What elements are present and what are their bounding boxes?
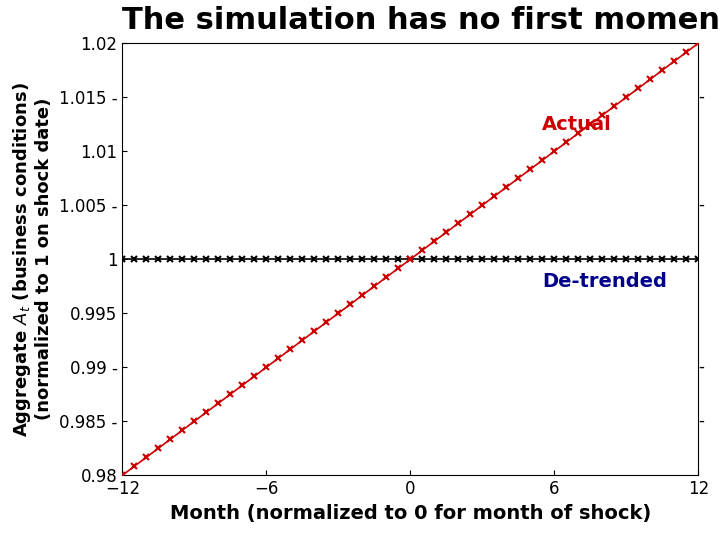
Text: The simulation has no first moment shock: The simulation has no first moment shock: [122, 6, 720, 35]
Text: -: -: [698, 196, 704, 214]
X-axis label: Month (normalized to 0 for month of shock): Month (normalized to 0 for month of shoc…: [170, 504, 651, 523]
Text: -: -: [698, 412, 704, 430]
Text: -: -: [698, 88, 704, 106]
Text: -: -: [698, 358, 704, 376]
Text: Actual: Actual: [542, 114, 612, 133]
Y-axis label: Aggregate $A_t$ (business conditions)
(normalized to 1 on shock date): Aggregate $A_t$ (business conditions) (n…: [11, 82, 53, 436]
Text: De-trended: De-trended: [542, 272, 667, 291]
